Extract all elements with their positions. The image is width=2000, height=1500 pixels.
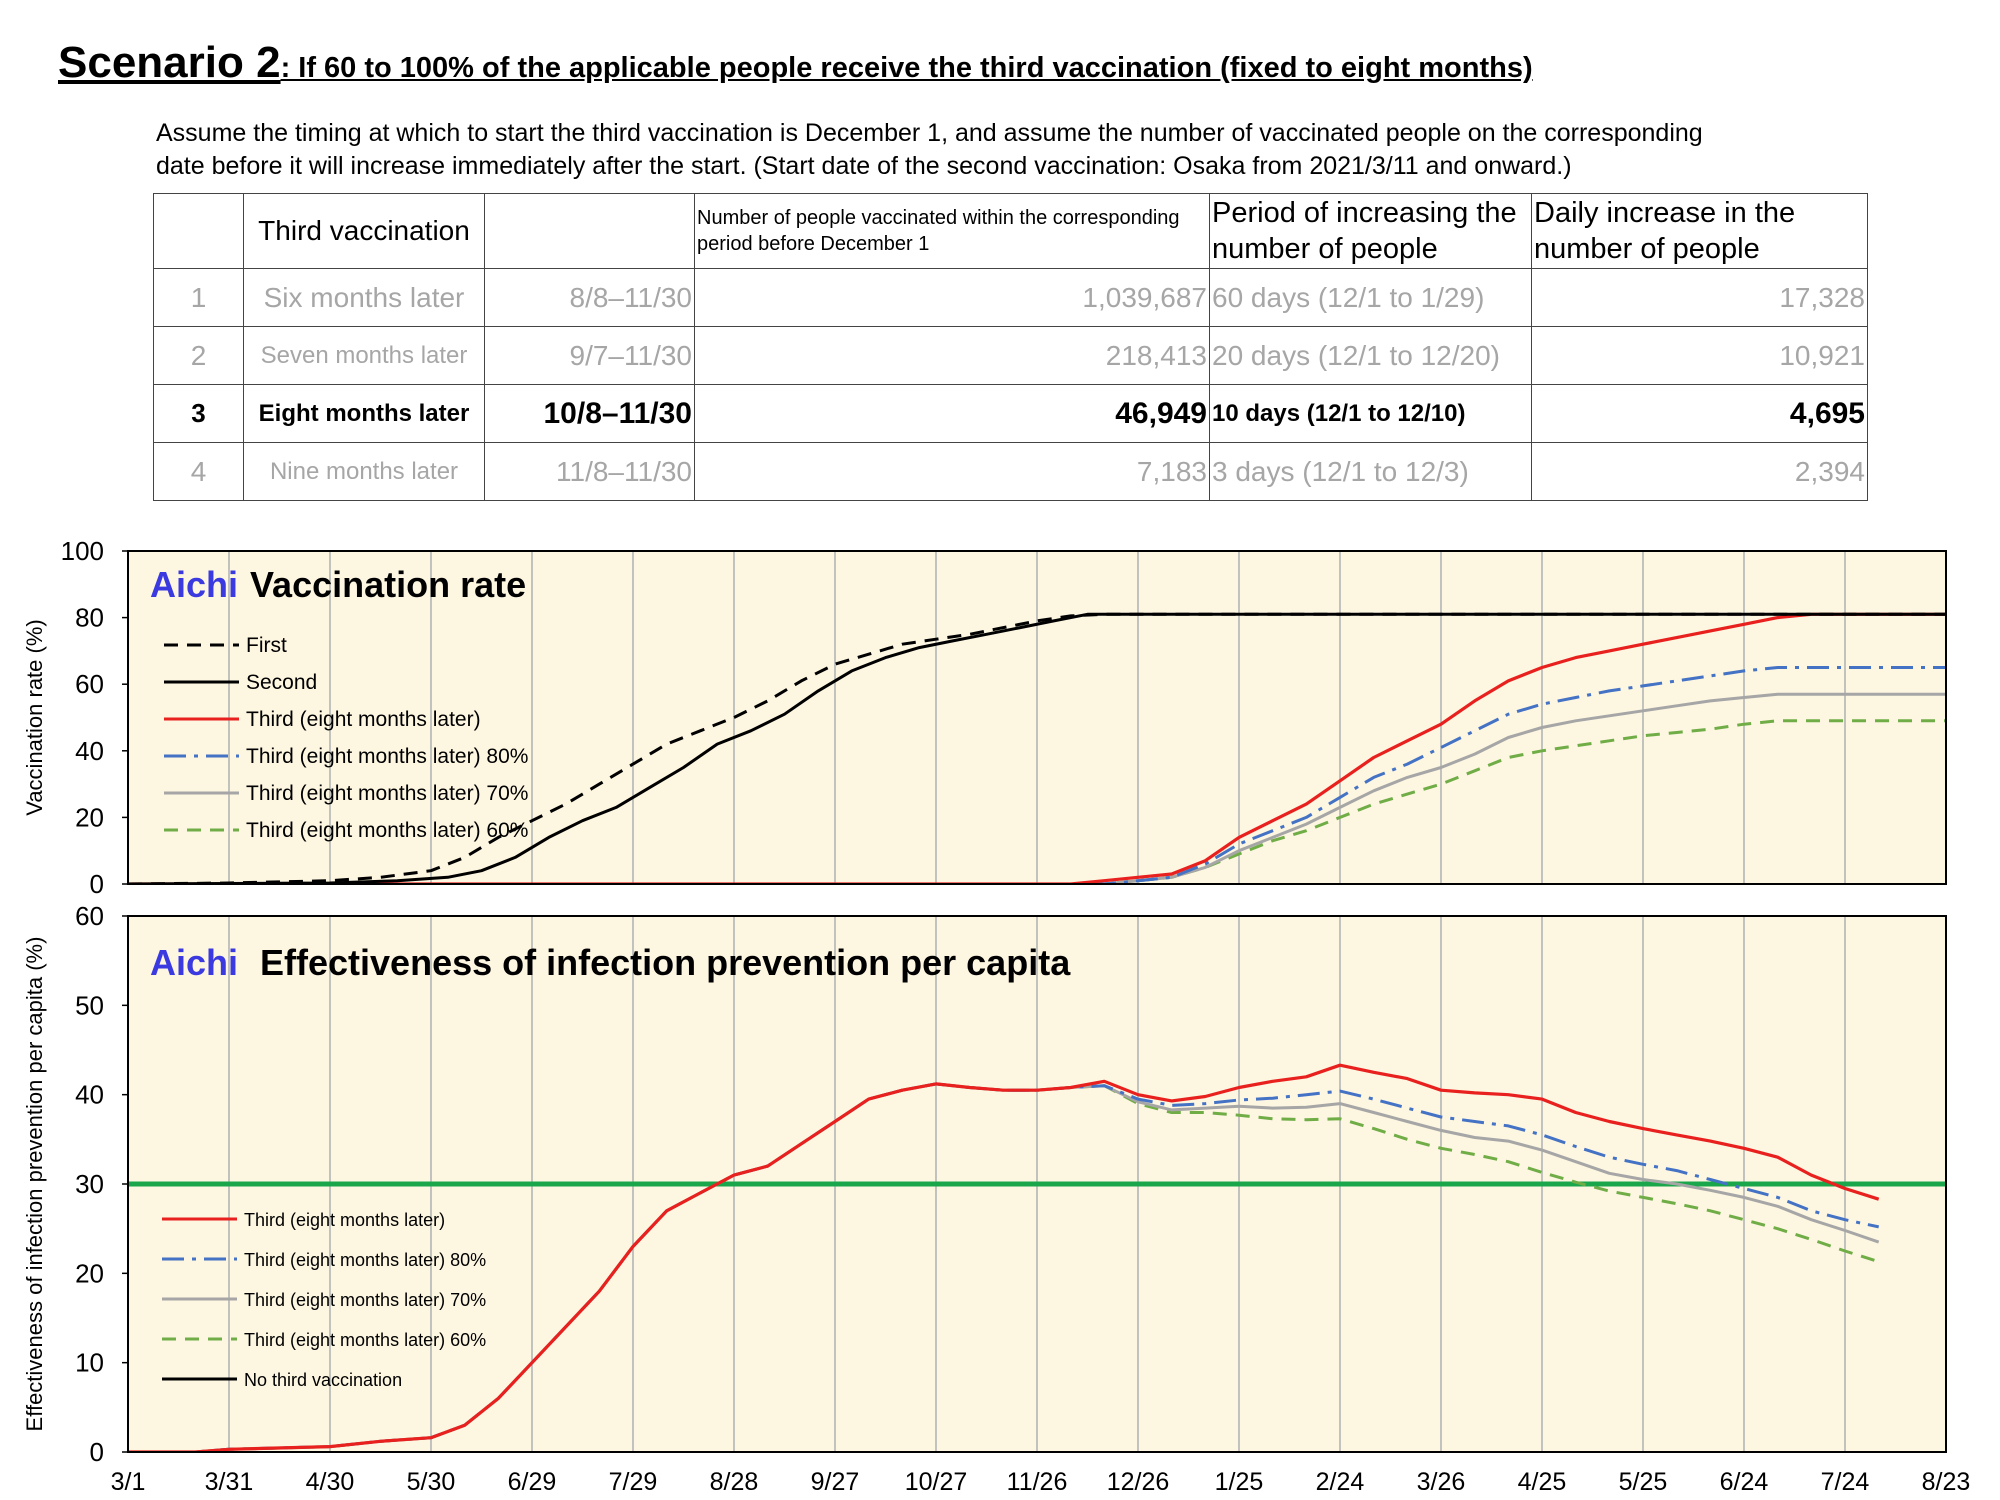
x-tick-label: 9/27: [811, 1468, 860, 1496]
row-name: Nine months later: [243, 442, 485, 501]
row-period: 3 days (12/1 to 12/3): [1209, 442, 1532, 501]
y-tick-label: 0: [90, 869, 104, 899]
legend-label: Third (eight months later): [244, 1210, 445, 1230]
note-line-2: date before it will increase immediately…: [156, 152, 1572, 180]
x-tick-label: 6/24: [1720, 1468, 1769, 1496]
row-number: 218,413: [694, 326, 1210, 385]
x-tick-label: 5/25: [1619, 1468, 1668, 1496]
x-tick-label: 3/26: [1417, 1468, 1466, 1496]
note-line-1: Assume the timing at which to start the …: [156, 119, 1703, 147]
x-tick-label: 12/26: [1107, 1468, 1170, 1496]
x-tick-label: 7/29: [609, 1468, 658, 1496]
chart-title: Aichi Vaccination rate: [150, 564, 526, 605]
y-tick-label: 60: [75, 669, 104, 699]
y-tick-label: 40: [75, 1080, 104, 1110]
row-name: Seven months later: [243, 326, 485, 385]
series-line: [128, 666, 1946, 884]
x-tick-label: 11/26: [1007, 1468, 1068, 1496]
row-date-range: 11/8–11/30: [484, 442, 695, 501]
table-row: 1 Six months later 8/8–11/30 1,039,687 6…: [153, 268, 1868, 327]
row-number: 1,039,687: [694, 268, 1210, 327]
row-index: 2: [153, 326, 244, 385]
legend-label: Third (eight months later) 60%: [246, 819, 528, 842]
row-number: 7,183: [694, 442, 1210, 501]
row-date-range: 8/8–11/30: [484, 268, 695, 327]
y-tick-label: 50: [75, 990, 104, 1020]
row-daily: 17,328: [1531, 268, 1868, 327]
header-third-vaccination: Third vaccination: [243, 193, 485, 269]
x-tick-label: 8/28: [710, 1468, 759, 1496]
series-line: [128, 612, 1946, 884]
y-axis-label: Vaccination rate (%): [22, 619, 47, 815]
x-tick-label: 4/25: [1518, 1468, 1567, 1496]
y-tick-label: 40: [75, 736, 104, 766]
row-name: Six months later: [243, 268, 485, 327]
legend-label: Third (eight months later) 80%: [244, 1250, 486, 1270]
row-daily: 2,394: [1531, 442, 1868, 501]
chart-title-prefecture: Aichi: [150, 942, 238, 983]
row-index: 1: [153, 268, 244, 327]
x-tick-label: 8/23: [1922, 1468, 1971, 1496]
table-row: 4 Nine months later 11/8–11/30 7,183 3 d…: [153, 442, 1868, 501]
y-tick-label: 0: [90, 1437, 104, 1467]
series-line: [128, 612, 1946, 884]
assumption-note: Assume the timing at which to start the …: [156, 117, 1916, 183]
x-tick-label: 2/24: [1316, 1468, 1365, 1496]
effectiveness-chart: 3/1 3/31 4/30 5/30 6/29 7/29 8/28 9/27 10/27 11/2…: [22, 901, 1970, 1496]
page-title: Scenario 2: If 60 to 100% of the applica…: [58, 38, 1533, 88]
legend-label: Third (eight months later) 80%: [246, 745, 528, 768]
row-index: 4: [153, 442, 244, 501]
series-line: [128, 612, 1946, 884]
legend-label: Third (eight months later) 70%: [244, 1290, 486, 1310]
row-period: 60 days (12/1 to 1/29): [1209, 268, 1532, 327]
plot-frame: [127, 550, 1947, 885]
legend-label: Second: [246, 671, 317, 694]
chart-title: Aichi Effectiveness of infection preventi…: [150, 942, 1071, 983]
series-group: [128, 612, 1946, 884]
x-tick-label: 7/24: [1821, 1468, 1870, 1496]
legend-label: Third (eight months later): [246, 708, 481, 731]
chart-title-text: Effectiveness of infection prevention pe…: [260, 942, 1071, 983]
series-group: [128, 1063, 1880, 1452]
row-period: 10 days (12/1 to 12/10): [1209, 384, 1532, 443]
series-line: [128, 692, 1946, 884]
row-period: 20 days (12/1 to 12/20): [1209, 326, 1532, 385]
chart-title-prefecture: Aichi: [150, 564, 238, 605]
x-tick-label: 1/25: [1215, 1468, 1264, 1496]
y-axis-label: Effectiveness of infection prevention pe…: [22, 937, 47, 1432]
x-tick-label: 3/31: [205, 1468, 254, 1496]
x-tick-label: 10/27: [905, 1468, 968, 1496]
table-row: 2 Seven months later 9/7–11/30 218,413 2…: [153, 326, 1868, 385]
chart-title-text: Vaccination rate: [250, 564, 526, 605]
legend-label: Third (eight months later) 60%: [244, 1330, 486, 1350]
legend-label: No third vaccination: [244, 1370, 402, 1390]
row-daily: 10,921: [1531, 326, 1868, 385]
vaccination-rate-chart: 0 20 40 60 80 100 Vaccination rate (%) Aichi Vac…: [22, 536, 1947, 899]
x-tick-label: 5/30: [407, 1468, 456, 1496]
row-date-range: 10/8–11/30: [484, 384, 695, 443]
vaccination-table: Third vaccination Number of people vacci…: [153, 193, 1868, 501]
y-tick-label: 30: [75, 1169, 104, 1199]
plot-frame: [127, 915, 1947, 1453]
y-tick-label: 60: [75, 901, 104, 931]
y-tick-label: 10: [75, 1348, 104, 1378]
legend-label: Third (eight months later) 70%: [246, 782, 528, 805]
x-tick-label: 6/29: [508, 1468, 557, 1496]
series-line: [128, 1063, 1880, 1452]
legend-label: First: [246, 634, 287, 657]
x-tick-label: 4/30: [306, 1468, 355, 1496]
y-tick-label: 20: [75, 802, 104, 832]
row-date-range: 9/7–11/30: [484, 326, 695, 385]
header-period: Period of increasing the number of peopl…: [1209, 193, 1532, 269]
title-description: : If 60 to 100% of the applicable people…: [280, 52, 1533, 84]
title-scenario: Scenario 2: [58, 38, 281, 87]
x-tick-label: 3/1: [111, 1468, 146, 1496]
y-tick-label: 100: [61, 536, 104, 566]
table-header-row: Third vaccination Number of people vacci…: [153, 193, 1868, 269]
y-tick-label: 80: [75, 603, 104, 633]
y-tick-label: 20: [75, 1258, 104, 1288]
